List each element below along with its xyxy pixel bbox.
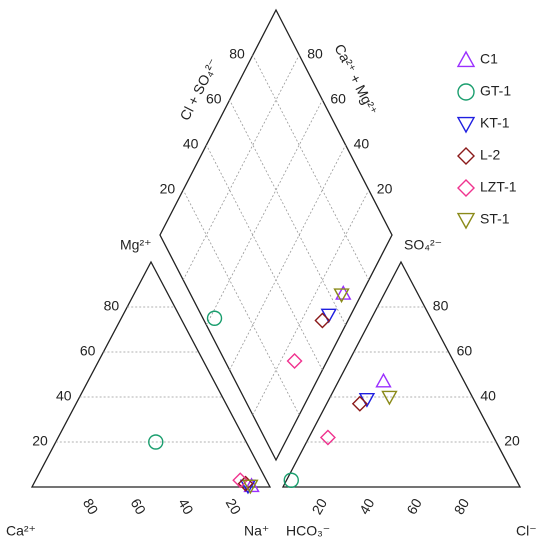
tick-label: 80 [307,46,323,62]
tick-label: 20 [504,433,520,449]
tick-label: 40 [354,136,370,152]
diamond-point [206,310,223,326]
legend-label: L-2 [480,147,500,163]
cation-point [242,479,259,495]
diamond [159,8,393,462]
legend-label: KT-1 [480,115,510,131]
tick-label: 40 [356,495,378,517]
tick-label: 20 [160,181,176,197]
tick-label: 80 [104,298,120,314]
anion-point [351,395,368,412]
tick-label: 60 [206,91,222,107]
axis-label: Cl⁻ [516,523,537,539]
anion-point [319,429,336,446]
tick-label: 20 [377,181,393,197]
diamond-point [333,288,350,304]
legend-label: LZT-1 [480,179,517,195]
grid-line [229,99,346,326]
tick-label: 40 [56,388,72,404]
legend-marker [457,83,475,101]
legend-marker [457,147,475,165]
tick-label: 60 [457,343,473,359]
grid-line [229,144,346,371]
cation-point [237,475,254,492]
tick-label: 40 [175,496,197,518]
anion-triangle [281,260,522,488]
tick-label: 60 [128,496,150,518]
legend-label: GT-1 [480,83,511,99]
tick-label: 60 [403,495,425,517]
legend-label: ST-1 [480,211,510,227]
legend-marker [456,116,476,134]
grid-line [206,144,323,371]
axis-label: HCO₃⁻ [286,523,330,539]
legend-marker [456,212,476,230]
legend-marker [457,179,475,197]
grid-line [206,99,323,326]
axis-label: Mg²⁺ [120,237,152,253]
cation-point [148,434,164,450]
axis-label: Cl + SO₄²⁻ [176,56,221,123]
legend-label: C1 [480,51,498,67]
diamond-point [314,312,331,329]
grid-line [182,189,300,416]
anion-point [375,372,392,388]
anion-point [283,472,299,488]
tick-label: 40 [480,388,496,404]
cation-point [232,472,249,489]
axis-label: Ca²⁺ [6,523,36,539]
tick-label: 20 [32,433,48,449]
tick-label: 20 [308,495,330,517]
cation-triangle [30,260,272,488]
axis-label: SO₄²⁻ [404,237,442,253]
tick-label: 40 [183,136,199,152]
tick-label: 80 [229,46,245,62]
grid-line [252,189,370,416]
tick-label: 20 [223,496,245,518]
tick-label: 60 [80,343,96,359]
anion-point [381,390,398,406]
tick-label: 60 [330,91,346,107]
tick-label: 80 [80,496,102,518]
legend-marker [456,50,476,68]
diamond-point [286,353,303,369]
tick-label: 80 [451,495,473,517]
tick-label: 80 [433,298,449,314]
grid-line [252,54,370,281]
axis-label: Na⁺ [244,523,269,539]
